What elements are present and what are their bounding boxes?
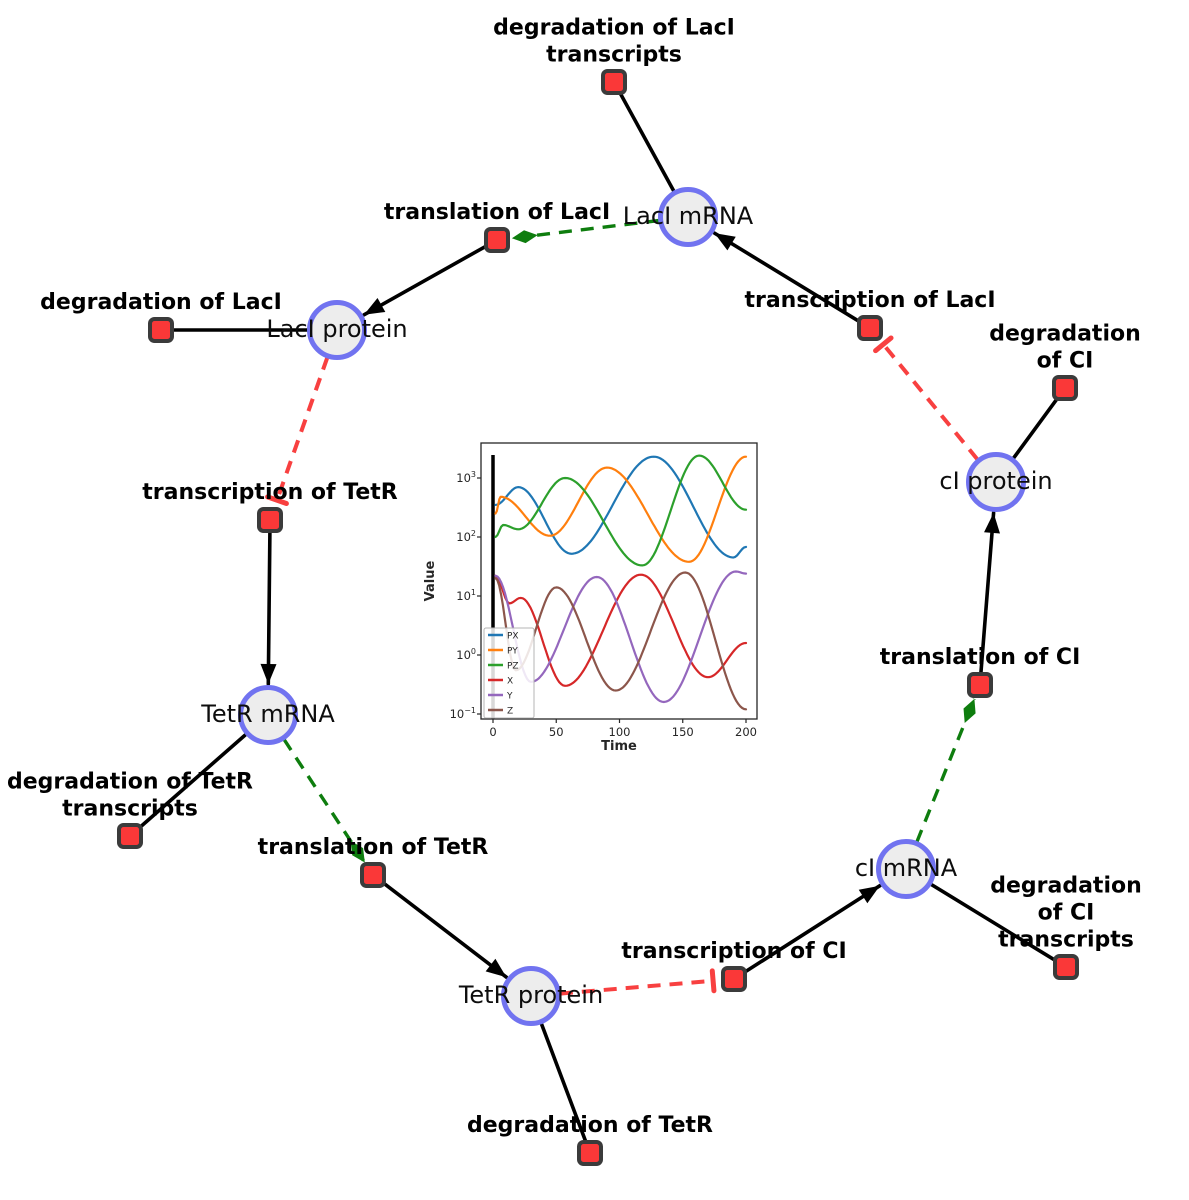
edge-transl_tetr-to-tetr_protein <box>380 880 509 980</box>
chart-series-Y <box>494 570 748 704</box>
edge-laci_protein-to-tx_tetr <box>265 356 330 507</box>
species-node-ci_protein <box>966 452 1026 512</box>
reaction-node-deg_tetr <box>577 1140 603 1166</box>
edge-tx_ci-to-ci_mrna <box>742 883 882 975</box>
chart-series-Z <box>494 571 748 711</box>
edge-tetr_mrna-to-deg_tetr_transcripts <box>137 732 248 830</box>
edge-tetr_protein-to-tx_ci <box>559 968 717 996</box>
legend-label-Y: Y <box>506 692 513 702</box>
chart-y-tick-label: 103 <box>456 470 476 485</box>
chart-series-layer <box>494 454 748 711</box>
edge-tx_tetr-to-tetr_mrna <box>260 530 277 686</box>
edge-ci_protein-to-tx_laci <box>873 335 980 461</box>
chart-x-tick-label: 0 <box>489 725 496 739</box>
chart-x-axis-label: Time <box>601 739 637 754</box>
edge-ci_mrna-to-transl_ci <box>915 698 976 843</box>
species-node-tetr_mrna <box>238 685 298 745</box>
chart-x-tick-label: 200 <box>735 725 757 739</box>
edge-transl_laci-to-laci_protein <box>362 244 489 317</box>
legend-label-PZ: PZ <box>507 662 519 672</box>
edge-tetr_protein-to-deg_tetr <box>539 1021 588 1144</box>
reaction-node-transl_ci <box>967 672 993 698</box>
edges-layer <box>137 90 1060 1144</box>
species-node-laci_protein <box>307 300 367 360</box>
legend-label-X: X <box>507 677 513 687</box>
reaction-node-deg_ci_transcripts <box>1053 954 1079 980</box>
reaction-node-tx_tetr <box>257 507 283 533</box>
inset-chart: 0 50 100 150 200 103 102 101 100 10−1 PX PY PZ X Y Z Tim… <box>418 436 768 766</box>
edge-laci_mrna-to-deg_laci_transcripts <box>617 90 676 194</box>
reaction-node-deg_laci_transcripts <box>601 69 627 95</box>
edge-tetr_mrna-to-transl_tetr <box>282 738 367 864</box>
chart-x-tick-label: 100 <box>609 725 631 739</box>
chart-legend-box <box>483 627 535 719</box>
legend-label-PX: PX <box>507 632 519 642</box>
chart-x-tick-label: 50 <box>549 725 564 739</box>
chart-y-tick-label: 100 <box>456 647 476 662</box>
edge-tx_laci-to-laci_mrna <box>712 231 862 324</box>
species-node-laci_mrna <box>658 187 718 247</box>
chart-y-tick-label: 10−1 <box>450 706 476 721</box>
legend-label-PY: PY <box>507 647 518 657</box>
edge-laci_mrna-to-transl_laci <box>511 218 660 244</box>
chart-x-tick-label: 150 <box>672 725 694 739</box>
chart-legend: PX PY PZ XYZ <box>483 627 535 719</box>
edge-transl_ci-to-ci_protein <box>979 511 1000 675</box>
chart-series-PZ <box>494 454 748 567</box>
chart-y-tick-label: 101 <box>456 588 476 603</box>
inset-chart-svg: 0 50 100 150 200 103 102 101 100 10−1 PX PY PZ XYZ Tim… <box>418 436 768 766</box>
reaction-node-tx_laci <box>857 315 883 341</box>
reaction-node-transl_laci <box>484 227 510 253</box>
nodes-layer <box>117 69 1079 1166</box>
edge-ci_protein-to-deg_ci <box>1011 395 1060 461</box>
chart-series-PY <box>494 455 748 563</box>
chart-y-axis-label: Value <box>423 560 438 601</box>
legend-label-Z: Z <box>507 707 513 717</box>
reaction-node-tx_ci <box>721 966 747 992</box>
reaction-node-deg_ci <box>1052 375 1078 401</box>
edge-ci_mrna-to-deg_ci_transcripts <box>928 882 1058 963</box>
chart-series-PX <box>494 455 748 559</box>
reaction-node-transl_tetr <box>360 862 386 888</box>
reaction-node-deg_tetr_transcripts <box>117 823 143 849</box>
species-node-tetr_protein <box>501 966 561 1026</box>
chart-y-tick-label: 102 <box>456 529 476 544</box>
reaction-node-deg_laci <box>148 317 174 343</box>
species-node-ci_mrna <box>876 839 936 899</box>
